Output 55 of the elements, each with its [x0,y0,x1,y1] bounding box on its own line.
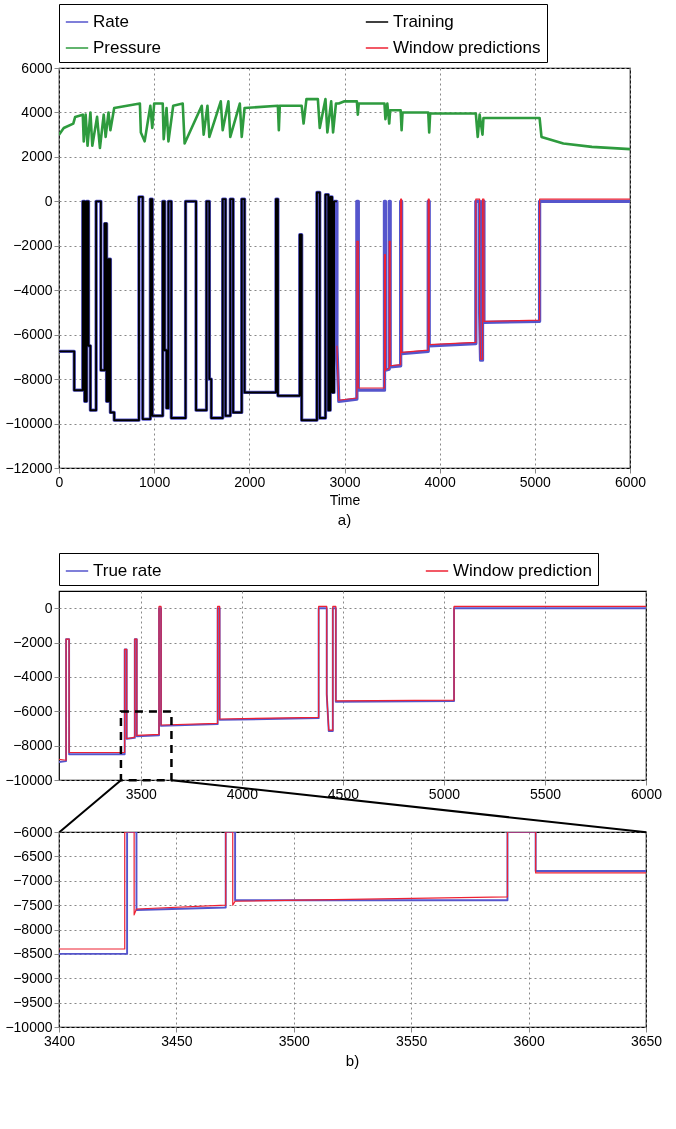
legend-label: Window prediction [453,561,592,580]
line-series [59,97,630,151]
y-tick-label: −10000 [5,1018,53,1035]
y-tick-label: −10000 [5,771,53,788]
text: b) [345,1052,360,1069]
legend-label: Window predictions [393,38,541,57]
x-tick-label: 0 [55,473,64,490]
y-tick-label: −4000 [13,668,53,685]
y-tick-label: 0 [44,192,53,209]
y-tick-label: 6000 [21,59,53,76]
y-tick-label: −9000 [13,969,53,986]
y-tick-label: 0 [44,599,53,616]
x-tick-label: 3550 [396,1032,428,1049]
x-axis-title: Time [329,491,361,508]
x-tick-label: 3000 [329,473,361,490]
x-tick-label: 5000 [519,473,552,490]
x-tick-label: 5000 [428,785,461,802]
x-tick-label: 4000 [424,473,456,490]
x-tick-label: 4500 [327,785,360,802]
x-tick-label: 3500 [125,785,158,802]
line-series [336,198,630,401]
y-tick-label: −7500 [13,896,53,913]
y-tick-label: −6500 [13,847,53,864]
x-tick-label: 1000 [139,473,171,490]
y-tick-label: −2000 [13,237,53,254]
x-tick-label: 3400 [43,1032,76,1049]
y-tick-label: −4000 [13,281,53,298]
legend-label: Rate [93,12,129,31]
legend-label: True rate [93,561,162,580]
y-tick-label: 2000 [21,148,53,165]
y-tick-label: −7000 [13,872,53,889]
x-tick-label: 2000 [234,473,266,490]
y-tick-label: −6000 [13,326,53,343]
y-tick-label: −8000 [13,737,53,754]
x-tick-label: 3650 [630,1032,663,1049]
text: a) [337,511,352,528]
x-tick-label: 6000 [614,473,647,490]
y-tick-label: 4000 [21,103,53,120]
y-tick-label: −6000 [13,702,53,719]
x-tick-label: 3500 [278,1032,311,1049]
legend-label: Training [393,12,454,31]
x-tick-label: 3600 [513,1032,545,1049]
x-tick-label: 6000 [630,785,663,802]
y-tick-label: −12000 [5,459,53,476]
x-tick-label: 4000 [226,785,259,802]
legend-label: Pressure [93,38,162,57]
x-tick-label: 5500 [529,785,562,802]
y-tick-label: −9500 [13,994,53,1011]
y-tick-label: −6000 [13,823,53,840]
x-tick-label: 3450 [161,1032,193,1049]
y-tick-label: −8000 [13,370,53,387]
y-tick-label: −8500 [13,945,53,962]
y-tick-label: −10000 [5,415,53,432]
y-tick-label: −8000 [13,921,53,937]
y-tick-label: −2000 [13,634,53,651]
